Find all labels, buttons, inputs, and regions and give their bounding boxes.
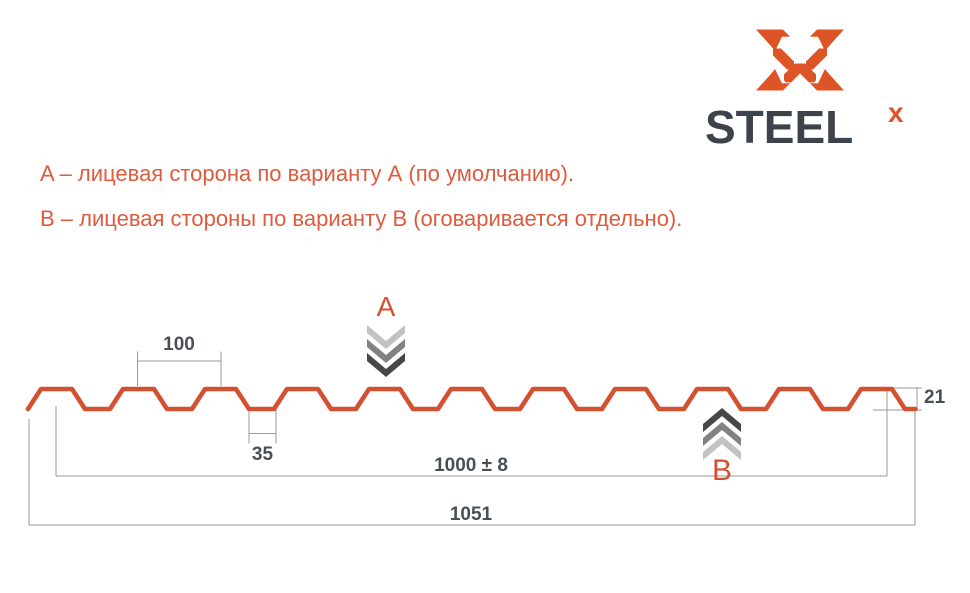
svg-text:35: 35	[252, 444, 274, 465]
svg-text:1051: 1051	[450, 504, 493, 525]
svg-text:21: 21	[924, 387, 946, 408]
svg-text:B: B	[712, 454, 732, 487]
svg-text:100: 100	[163, 334, 195, 355]
svg-text:1000 ± 8: 1000 ± 8	[434, 455, 508, 476]
svg-text:A: A	[377, 291, 396, 322]
